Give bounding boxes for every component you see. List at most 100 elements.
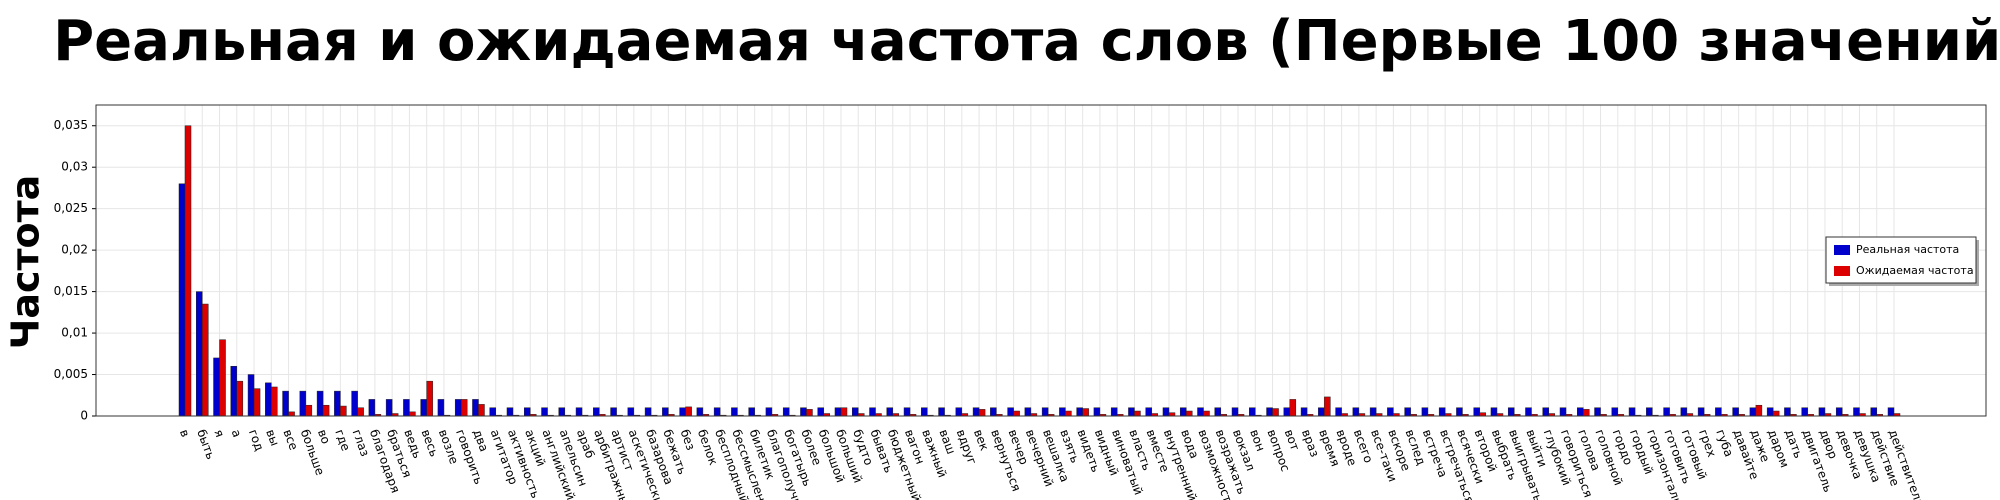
bar — [524, 407, 531, 417]
bar — [1611, 407, 1619, 417]
bar — [178, 183, 186, 417]
bar — [368, 399, 376, 417]
bar — [1041, 407, 1049, 417]
bar — [1013, 410, 1020, 417]
bar — [322, 404, 330, 417]
bar — [806, 409, 813, 417]
bar — [1577, 407, 1584, 417]
bar — [1490, 407, 1498, 417]
bar — [1300, 407, 1308, 417]
bar — [1179, 407, 1187, 417]
bar — [1853, 407, 1860, 417]
bar — [834, 407, 842, 417]
bar — [1185, 410, 1193, 417]
bar — [978, 409, 986, 417]
x-tick-label: без — [678, 427, 698, 452]
y-tick-label: 0,035 — [54, 118, 88, 132]
legend-label: Реальная частота — [1856, 243, 1959, 256]
bar — [1283, 407, 1291, 417]
bar — [299, 390, 307, 417]
bar — [437, 399, 445, 417]
bar — [340, 405, 347, 417]
bar — [1507, 407, 1515, 417]
bar — [236, 380, 244, 417]
bar — [1082, 408, 1089, 417]
bar — [472, 399, 479, 417]
x-tick-label: во — [315, 427, 333, 445]
bar — [851, 407, 859, 417]
bar — [1542, 407, 1549, 417]
legend-swatch — [1834, 266, 1850, 276]
bar — [1697, 407, 1705, 417]
bar — [1231, 407, 1239, 417]
bar — [1870, 407, 1877, 417]
bar — [685, 406, 692, 417]
bar — [990, 407, 997, 417]
bar — [748, 407, 755, 417]
y-tick-label: 0,015 — [54, 284, 88, 298]
bar — [575, 407, 583, 417]
y-axis-label: Частота — [4, 175, 48, 350]
bar — [886, 407, 894, 417]
bar — [1755, 404, 1763, 417]
bar — [409, 411, 416, 417]
bar — [1335, 407, 1342, 417]
bar — [1646, 407, 1653, 417]
bar — [1024, 407, 1032, 417]
bar — [1525, 407, 1532, 417]
bar — [1352, 407, 1360, 417]
bar — [938, 407, 945, 417]
bar — [1387, 407, 1394, 417]
bar — [247, 374, 255, 417]
bar — [426, 380, 433, 417]
bar — [271, 386, 278, 417]
y-tick-label: 0,03 — [61, 160, 88, 174]
bar — [454, 399, 462, 417]
bar — [1438, 407, 1446, 417]
bar — [357, 407, 364, 417]
bar — [662, 407, 669, 417]
bar — [903, 407, 911, 417]
bar — [972, 407, 980, 417]
chart-title: Реальная и ожидаемая частота слов (Первы… — [53, 9, 2000, 74]
bar — [1594, 407, 1601, 417]
bar — [420, 399, 427, 417]
y-tick-label: 0 — [80, 409, 88, 423]
bar — [1421, 407, 1429, 417]
bar — [1324, 396, 1331, 417]
bar — [558, 407, 566, 417]
bar — [385, 399, 393, 417]
bar — [334, 390, 341, 417]
bar — [1784, 407, 1791, 417]
legend-box — [1825, 236, 1977, 284]
x-tick-label: все — [280, 427, 300, 452]
bar — [869, 407, 876, 417]
bar — [1197, 407, 1204, 417]
bar — [1128, 407, 1135, 417]
bar — [1369, 407, 1377, 417]
bar — [1203, 410, 1210, 417]
bar — [1473, 407, 1480, 417]
bar — [1007, 407, 1014, 417]
bar — [265, 382, 272, 417]
bar — [1076, 407, 1083, 417]
legend-swatch — [1834, 245, 1850, 255]
bar — [541, 407, 548, 417]
y-tick-label: 0,025 — [54, 201, 88, 215]
bar — [644, 407, 652, 417]
bar — [1318, 407, 1325, 417]
bar — [627, 407, 635, 417]
bar — [817, 407, 824, 417]
bar — [230, 365, 238, 417]
bar — [1680, 407, 1688, 417]
bar — [1249, 407, 1256, 417]
bar — [610, 407, 617, 417]
bar — [305, 404, 313, 417]
bar — [253, 388, 261, 417]
y-tick-label: 0,01 — [61, 326, 88, 340]
bar — [403, 399, 410, 417]
bar — [1059, 407, 1066, 417]
y-tick-label: 0,005 — [54, 367, 88, 381]
bar — [1772, 410, 1780, 417]
